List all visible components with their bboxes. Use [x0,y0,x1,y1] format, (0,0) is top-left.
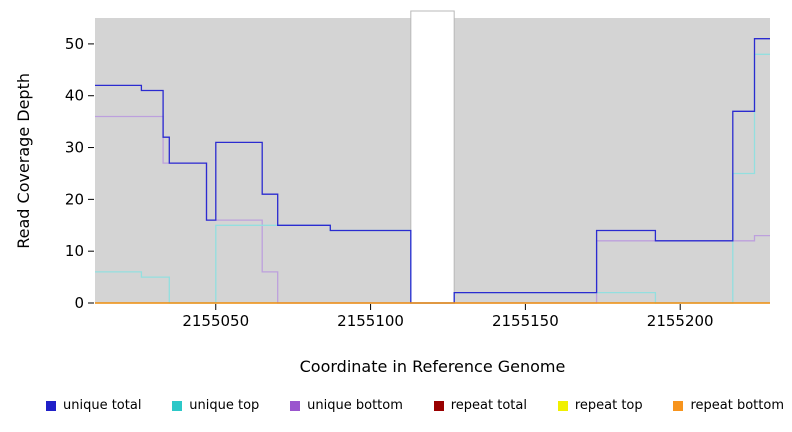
legend-label: unique top [189,398,260,413]
legend-item-repeat-total: repeat total [433,398,527,413]
legend-item-unique-top: unique top [172,398,259,413]
legend-label: repeat total [450,398,527,413]
legend-swatch-icon [172,400,183,411]
x-tick-label: 2155200 [647,312,714,330]
legend-item-repeat-bottom: repeat bottom [673,398,784,413]
legend-label: unique total [63,398,142,413]
x-axis-label: Coordinate in Reference Genome [299,357,566,376]
y-axis-label-wrap: Read Coverage Depth [14,0,33,322]
y-tick-label: 10 [65,242,84,260]
legend-swatch-icon [557,400,568,411]
legend-swatch-icon [290,400,301,411]
y-tick-label: 40 [65,87,84,105]
y-tick-label: 0 [74,294,84,312]
series-unique-total [95,38,770,304]
legend-item-unique-total: unique total [46,398,141,413]
legend-item-unique-bottom: unique bottom [290,398,403,413]
y-tick-label: 50 [65,35,84,53]
coverage-gap-band [410,10,455,304]
legend-label: unique bottom [307,398,403,413]
y-axis-label: Read Coverage Depth [14,73,33,249]
y-tick-label: 30 [65,139,84,157]
legend-label: repeat bottom [690,398,784,413]
legend-swatch-icon [433,400,444,411]
x-tick-label: 2155100 [337,312,404,330]
x-tick-label: 2155150 [492,312,559,330]
legend: unique total unique top unique bottom repea… [46,398,784,413]
y-tick-label: 20 [65,190,84,208]
legend-label: repeat top [574,398,643,413]
x-tick-label: 2155050 [182,312,249,330]
legend-item-repeat-top: repeat top [557,398,643,413]
legend-swatch-icon [673,400,684,411]
legend-swatch-icon [46,400,56,411]
